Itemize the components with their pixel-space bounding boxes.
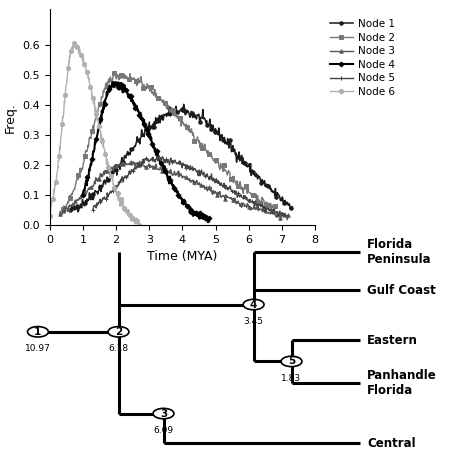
Text: 5: 5 <box>288 356 295 366</box>
Text: Eastern: Eastern <box>367 334 418 346</box>
Text: 3.45: 3.45 <box>244 317 264 326</box>
Text: Florida
Peninsula: Florida Peninsula <box>367 238 432 266</box>
Circle shape <box>27 327 48 337</box>
Text: Gulf Coast: Gulf Coast <box>367 284 436 297</box>
Text: 1: 1 <box>34 327 42 337</box>
Circle shape <box>153 409 174 419</box>
Circle shape <box>243 300 264 310</box>
Text: 1.83: 1.83 <box>282 374 301 383</box>
Text: 2: 2 <box>115 327 122 337</box>
Legend: Node 1, Node 2, Node 3, Node 4, Node 5, Node 6: Node 1, Node 2, Node 3, Node 4, Node 5, … <box>326 15 399 101</box>
Text: Central: Central <box>367 437 416 450</box>
X-axis label: Time (MYA): Time (MYA) <box>147 250 218 264</box>
Text: 6.18: 6.18 <box>109 344 128 353</box>
Y-axis label: Freq.: Freq. <box>4 102 17 133</box>
Text: 3: 3 <box>160 409 167 419</box>
Text: Panhandle
Florida: Panhandle Florida <box>367 369 437 397</box>
Text: 6.09: 6.09 <box>154 426 173 435</box>
Circle shape <box>108 327 129 337</box>
Text: 10.97: 10.97 <box>25 344 51 353</box>
Text: 4: 4 <box>250 300 257 310</box>
Circle shape <box>281 356 302 367</box>
